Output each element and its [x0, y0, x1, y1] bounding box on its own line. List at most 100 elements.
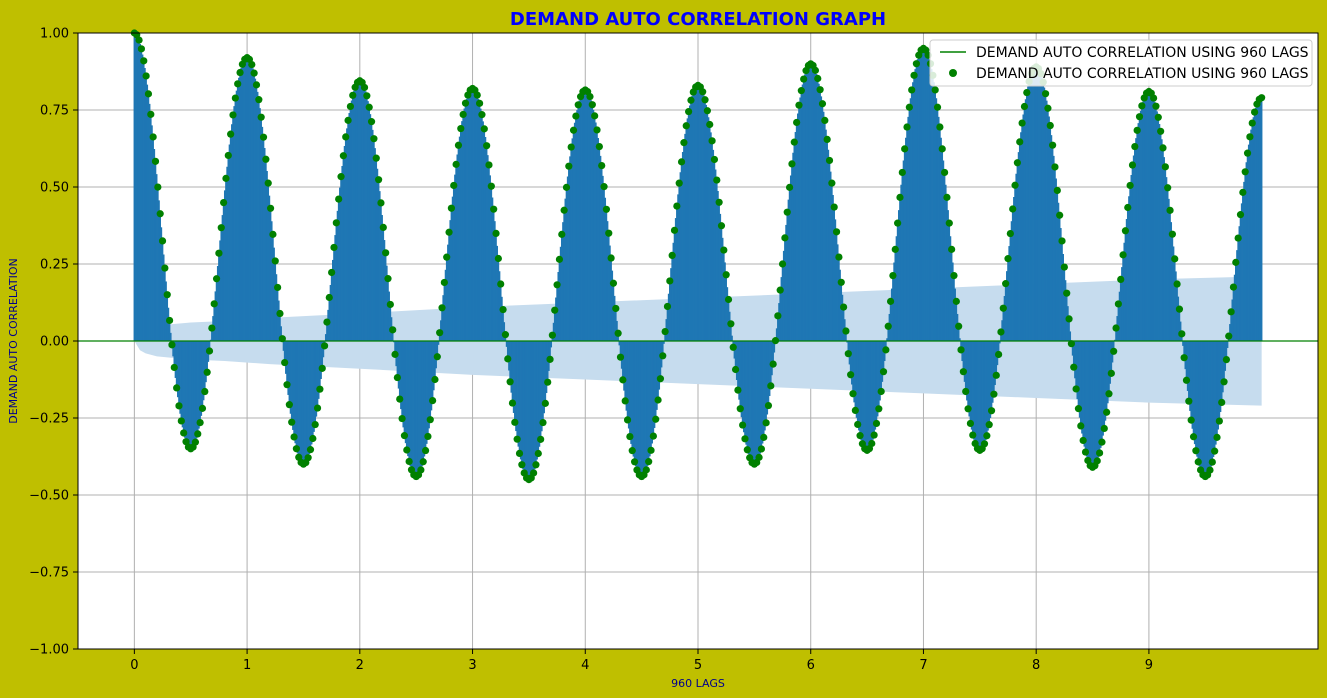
x-tick-label-2: 2 [356, 658, 364, 673]
acf-marker [708, 137, 716, 145]
legend-entry-markers: DEMAND AUTO CORRELATION USING 960 LAGS [976, 66, 1309, 82]
acf-marker [825, 156, 834, 165]
acf-marker [534, 449, 542, 458]
acf-marker [621, 397, 629, 405]
acf-marker [1166, 206, 1174, 214]
acf-marker [710, 155, 719, 164]
acf-marker [734, 386, 742, 394]
acf-marker [882, 346, 890, 354]
acf-marker [1243, 149, 1252, 157]
acf-marker [647, 446, 655, 454]
acf-marker [194, 430, 202, 438]
acf-marker [1046, 121, 1054, 130]
acf-marker [1063, 289, 1071, 297]
x-axis-label: 960 LAGS [671, 677, 725, 690]
acf-marker [384, 275, 392, 283]
acf-marker [1128, 161, 1137, 169]
acf-marker [391, 350, 399, 358]
acf-marker [851, 406, 859, 414]
acf-marker [417, 466, 425, 474]
acf-marker [1159, 144, 1167, 152]
acf-marker [154, 183, 162, 191]
acf-marker [504, 355, 512, 363]
acf-marker [623, 416, 632, 424]
acf-marker [955, 322, 963, 330]
acf-marker [541, 399, 549, 407]
acf-marker [959, 368, 967, 376]
acf-marker [602, 205, 611, 213]
acf-marker [328, 268, 336, 277]
acf-marker [1180, 354, 1188, 362]
acf-marker [1222, 355, 1231, 364]
acf-marker [1187, 416, 1195, 424]
acf-marker [234, 80, 242, 88]
acf-marker [703, 107, 711, 115]
acf-marker [342, 133, 350, 141]
acf-marker [1107, 369, 1115, 377]
acf-marker [461, 99, 470, 107]
acf-marker [454, 141, 463, 149]
legend-marker-swatch [949, 69, 957, 77]
acf-marker [1119, 251, 1127, 259]
acf-marker [452, 160, 460, 168]
acf-marker [274, 283, 282, 292]
acf-marker [320, 342, 329, 350]
acf-marker [811, 66, 820, 74]
acf-marker [220, 199, 228, 207]
acf-marker [675, 179, 683, 187]
acf-marker [896, 193, 904, 201]
acf-marker [995, 350, 1003, 359]
acf-marker [670, 226, 679, 234]
y-tick-label-5: 0.25 [40, 258, 69, 273]
acf-marker [666, 277, 674, 285]
acf-marker [1241, 168, 1249, 176]
acf-marker [990, 390, 998, 398]
acf-marker [788, 160, 796, 168]
acf-marker [285, 401, 293, 409]
acf-marker [1117, 275, 1125, 283]
acf-marker [821, 116, 829, 125]
acf-marker [1016, 138, 1024, 146]
acf-marker [250, 69, 258, 77]
acf-marker [382, 249, 390, 257]
acf-marker [255, 96, 263, 104]
acf-marker [276, 309, 284, 318]
acf-marker [269, 230, 277, 238]
acf-marker [1220, 378, 1228, 386]
acf-marker [593, 126, 601, 134]
acf-marker [677, 158, 686, 166]
acf-marker [203, 368, 211, 376]
acf-marker [980, 440, 989, 448]
acf-marker [598, 161, 606, 170]
acf-marker [626, 432, 634, 441]
acf-marker [847, 371, 855, 379]
acf-marker [1072, 385, 1080, 393]
acf-marker [630, 458, 639, 466]
acf-marker [818, 100, 827, 108]
acf-marker [290, 433, 298, 441]
acf-marker [1239, 188, 1247, 196]
acf-marker [283, 381, 291, 389]
acf-marker [614, 329, 622, 337]
acf-marker [957, 346, 965, 354]
acf-marker [872, 419, 881, 428]
acf-marker [377, 199, 385, 207]
acf-marker [421, 446, 430, 455]
acf-marker [1095, 449, 1104, 457]
legend: DEMAND AUTO CORRELATION USING 960 LAGS D… [929, 39, 1313, 87]
acf-marker [551, 306, 559, 314]
acf-marker [339, 152, 347, 160]
acf-marker [569, 126, 578, 134]
acf-marker [699, 88, 707, 96]
acf-marker [403, 446, 411, 454]
acf-marker [870, 431, 878, 439]
acf-marker [478, 111, 486, 119]
acf-marker [1135, 113, 1144, 121]
acf-marker [823, 135, 831, 144]
acf-marker [940, 168, 949, 177]
y-axis: −1.00 −0.75 −0.50 −0.25 0.00 0.25 0.50 0.75 1.00 [29, 27, 78, 658]
acf-marker [729, 343, 737, 351]
acf-marker [278, 335, 286, 343]
acf-marker [360, 83, 369, 92]
